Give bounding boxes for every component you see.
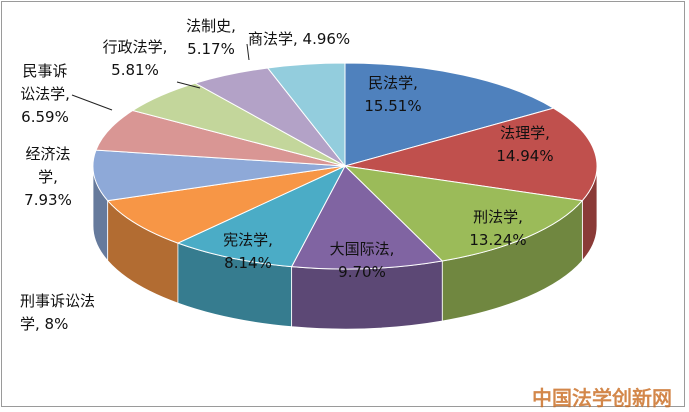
pie-slice-2 (343, 165, 584, 262)
pie-sides (92, 165, 598, 330)
pie-slice-10 (266, 62, 346, 168)
pie-slice-4 (176, 164, 347, 268)
label-xianfa: 宪法学, (223, 231, 273, 249)
pie-slice-1 (344, 107, 598, 202)
pie-slice-5 (106, 165, 346, 244)
label-xingzheng-line2: 5.81% (111, 61, 159, 79)
label-xingzheng-line1: 行政法学, (103, 38, 168, 56)
label-jingji-line1: 经济法 (25, 145, 70, 163)
leader-line-xingzheng (176, 81, 201, 89)
label-xingsu-line2: 学, 8% (20, 315, 68, 333)
label-xingfa: 刑法学, (473, 208, 523, 226)
leader-line-fazhishi (246, 43, 250, 61)
label-fali: 法理学, (500, 124, 550, 142)
value-guoji: 9.70% (338, 263, 386, 281)
value-xianfa: 8.14% (224, 254, 272, 272)
label-xingsu-line1: 刑事诉讼法 (20, 292, 95, 310)
pie-slices (92, 62, 598, 270)
label-jingji-line3: 7.93% (24, 191, 72, 209)
value-minfa: 15.51% (364, 97, 421, 115)
pie-slice-3 (290, 165, 444, 270)
label-minsu-line1: 民事诉 (22, 62, 67, 80)
label-jingji-line2: 学, (38, 168, 58, 186)
value-fali: 14.94% (496, 147, 553, 165)
label-minsu-line2: 讼法学, (20, 85, 70, 103)
label-fazhishi-line2: 5.17% (187, 40, 235, 58)
pie-slice-0 (344, 62, 555, 167)
pie-slice-6 (92, 149, 346, 202)
label-guoji: 大国际法, (330, 240, 395, 258)
label-minfa: 民法学, (368, 74, 418, 92)
label-minsu-line3: 6.59% (21, 108, 69, 126)
label-fazhishi-line1: 法制史, (186, 17, 236, 35)
value-xingfa: 13.24% (469, 231, 526, 249)
leader-line-minsu (71, 94, 113, 111)
watermark: 中国法学创新网 (532, 386, 672, 410)
label-shangfa: 商法学, 4.96% (248, 30, 350, 48)
